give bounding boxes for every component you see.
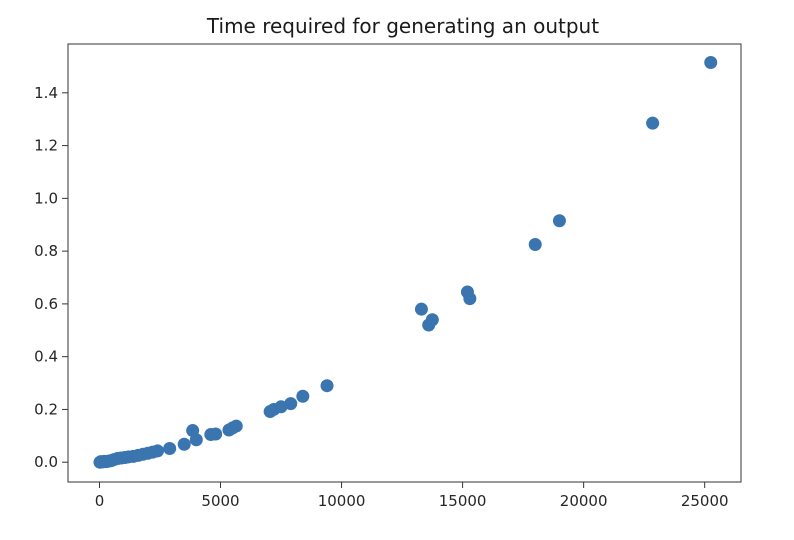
- y-tick-label: 0.4: [34, 348, 58, 366]
- x-tick-label: 25000: [681, 492, 729, 510]
- data-point: [463, 292, 477, 306]
- data-point: [528, 238, 542, 252]
- chart-title: Time required for generating an output: [206, 14, 599, 38]
- x-tick-label: 0: [95, 492, 105, 510]
- data-point: [163, 441, 177, 455]
- data-point: [229, 419, 243, 433]
- data-point: [177, 437, 191, 451]
- x-tick-label: 10000: [318, 492, 366, 510]
- x-tick-label: 20000: [560, 492, 608, 510]
- data-point: [189, 433, 203, 447]
- y-tick-label: 0.8: [34, 242, 58, 260]
- axes-frame: [67, 43, 742, 483]
- data-point: [425, 313, 439, 327]
- data-point: [646, 116, 660, 130]
- y-tick-label: 0.6: [34, 295, 58, 313]
- data-point: [414, 302, 428, 316]
- plot-area: 0 5000 10000 15000 20000 25000 0.0 0.2 0.4 0.6 0.8…: [34, 43, 742, 510]
- data-point: [704, 55, 718, 69]
- data-point: [552, 214, 566, 228]
- x-tick-label: 5000: [201, 492, 239, 510]
- x-tick-label: 15000: [439, 492, 487, 510]
- data-point: [296, 389, 310, 403]
- data-point: [320, 379, 334, 393]
- y-tick-label: 1.2: [34, 137, 58, 155]
- y-tick-label: 0.0: [34, 453, 58, 471]
- y-tick-label: 1.4: [34, 84, 58, 102]
- data-point: [151, 444, 165, 458]
- data-point: [209, 427, 223, 441]
- data-point: [284, 397, 298, 411]
- y-tick-label: 0.2: [34, 400, 58, 418]
- y-tick-label: 1.0: [34, 189, 58, 207]
